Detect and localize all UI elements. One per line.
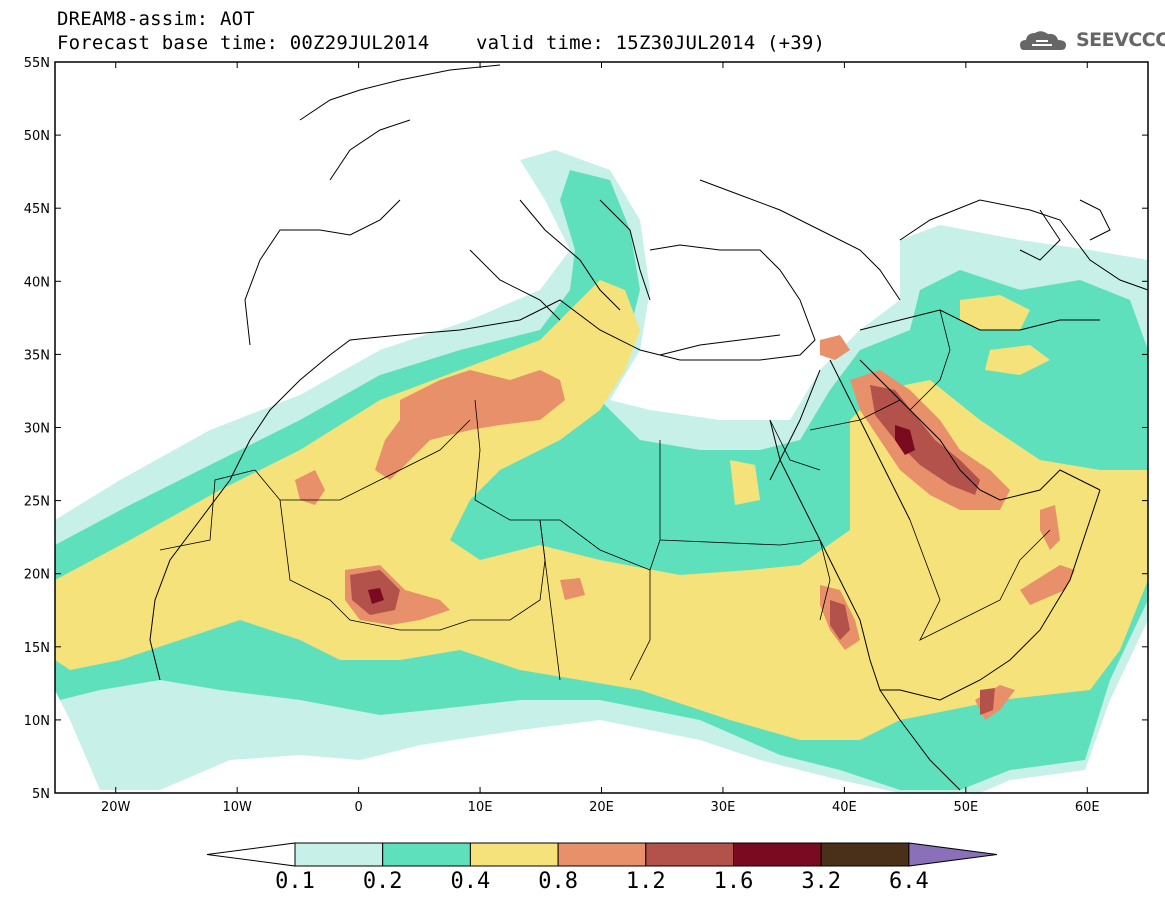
lon-label: 10W	[222, 800, 252, 815]
lat-label: 5N	[32, 787, 50, 802]
logo-text: SEEVCCC	[1076, 29, 1165, 51]
lat-label: 40N	[24, 275, 50, 290]
lon-label: 0	[354, 800, 362, 815]
aot-contour-0.4	[55, 280, 1148, 740]
aot-contour-1.2	[870, 385, 980, 495]
aot-contour-1.6	[368, 588, 384, 604]
map-title: DREAM8-assim: AOT	[57, 8, 255, 30]
lon-label: 40E	[832, 800, 857, 815]
lon-label: 50E	[953, 800, 978, 815]
lat-label: 45N	[24, 202, 50, 217]
colorbar-segment	[382, 842, 471, 867]
aot-contour-0.8	[375, 370, 565, 480]
colorbar-segment	[733, 842, 822, 867]
colorbar-right-arrow	[908, 842, 998, 867]
colorbar	[206, 842, 998, 867]
colorbar-level-label: 6.4	[889, 869, 929, 894]
lat-label: 15N	[24, 641, 50, 656]
colorbar-segment	[294, 842, 384, 867]
lon-label: 20E	[589, 800, 614, 815]
longitude-axis: 20W 10W 0 10E 20E 30E 40E 50E 60E	[101, 62, 1100, 815]
lon-label: 60E	[1075, 800, 1100, 815]
colorbar-level-label: 0.8	[538, 869, 578, 894]
colorbar-segment	[557, 842, 647, 867]
lon-label: 10E	[468, 800, 493, 815]
forecast-times: Forecast base time: 00Z29JUL2014 valid t…	[57, 32, 826, 54]
colorbar-segment	[645, 842, 734, 867]
lat-label: 50N	[24, 129, 50, 144]
lon-label: 20W	[101, 800, 131, 815]
country-borders	[159, 309, 1051, 681]
colorbar-level-label: 0.4	[450, 869, 491, 894]
cloud-icon	[1020, 31, 1066, 50]
coastlines	[149, 64, 1148, 791]
colorbar-level-label: 1.2	[625, 869, 666, 894]
colorbar-level-label: 1.6	[713, 869, 754, 894]
colorbar-level-label: 3.2	[801, 869, 842, 894]
lat-label: 55N	[24, 56, 50, 71]
lat-label: 25N	[24, 495, 50, 510]
colorbar-segment	[820, 842, 910, 867]
lat-label: 20N	[24, 568, 50, 583]
lat-label: 30N	[24, 422, 50, 437]
colorbar-segment	[469, 842, 559, 867]
latitude-axis: 55N 50N 45N 40N 35N 30N 25N 20N 15N 10N 5N	[24, 56, 1148, 802]
lat-label: 10N	[24, 714, 50, 729]
colorbar-left-arrow	[206, 842, 296, 867]
colorbar-level-label: 0.1	[275, 869, 315, 894]
colorbar-level-label: 0.2	[362, 869, 403, 894]
lat-label: 35N	[24, 348, 50, 363]
lon-label: 30E	[711, 800, 736, 815]
